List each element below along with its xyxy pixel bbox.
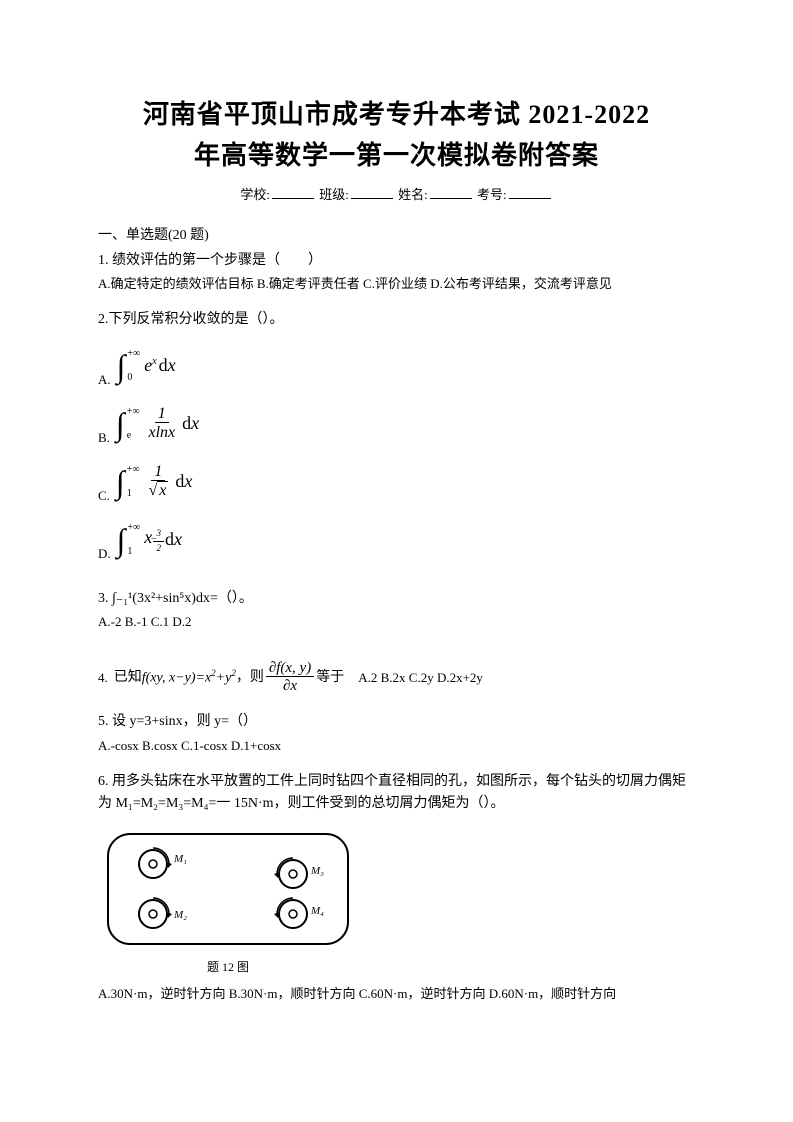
svg-text:M₂: M₂ — [173, 909, 187, 921]
neg-sign: − — [150, 532, 157, 547]
q2-option-c: C. ∫ +∞ 1 1 √x dx — [98, 458, 695, 506]
q2d-integral: ∫ +∞ 1 x 3 2 − dx — [117, 516, 182, 564]
q2b-integrand: 1 xlnx — [145, 405, 178, 443]
examno-label: 考号: — [477, 187, 507, 202]
q4-partial: ∂f(x, y) ∂x — [266, 660, 314, 696]
dx-text: dx — [159, 352, 176, 379]
q3-text: 3. ∫₋₁¹(3x²+sin⁵x)dx=（）。 — [98, 588, 695, 610]
question-3: 3. ∫₋₁¹(3x²+sin⁵x)dx=（）。 A.-2 B.-1 C.1 D… — [98, 588, 695, 632]
examno-blank — [509, 198, 551, 199]
q2-text: 2.下列反常积分收敛的是（）。 — [98, 309, 695, 331]
dx-text: dx — [175, 468, 192, 495]
workpiece-rect — [108, 834, 348, 944]
q2-option-d: D. ∫ +∞ 1 x 3 2 − dx — [98, 516, 695, 564]
q2c-integrand: 1 √x — [145, 463, 171, 501]
q2a-label: A. — [98, 370, 111, 390]
q2-option-a: A. ∫ +∞ 0 ex dx — [98, 342, 695, 390]
q2b-label: B. — [98, 428, 110, 448]
q2b-integral: ∫ +∞ e 1 xlnx dx — [116, 400, 199, 448]
q1-options: A.确定特定的绩效评估目标 B.确定考评责任者 C.评价业绩 D.公布考评结果，… — [98, 274, 695, 294]
q2a-integral: ∫ +∞ 0 ex dx — [117, 342, 176, 390]
question-2: 2.下列反常积分收敛的是（）。 A. ∫ +∞ 0 ex dx B. ∫ +∞ … — [98, 309, 695, 563]
name-blank — [430, 198, 472, 199]
q2b-upper: +∞ — [127, 407, 140, 417]
drill-1: M₁ — [139, 848, 187, 878]
question-1: 1. 绩效评估的第一个步骤是（ ） A.确定特定的绩效评估目标 B.确定考评责任… — [98, 250, 695, 294]
q2c-integral: ∫ +∞ 1 1 √x dx — [116, 458, 192, 506]
integral-sign-icon: ∫ — [117, 516, 126, 564]
q5-text: 5. 设 y=3+sinx，则 y=（） — [98, 711, 695, 733]
q2d-lower: 1 — [127, 547, 132, 557]
integral-sign-icon: ∫ — [116, 458, 125, 506]
integral-sign-icon: ∫ — [116, 400, 125, 448]
dx-text: dx — [182, 410, 199, 437]
svg-text:M₄: M₄ — [310, 905, 324, 917]
drill-3: M₃ — [274, 858, 324, 888]
dx-text: dx — [165, 526, 182, 553]
q3-options: A.-2 B.-1 C.1 D.2 — [98, 612, 695, 632]
q4-suffix: 等于 — [316, 667, 344, 688]
q2a-upper: +∞ — [127, 349, 140, 359]
q4-label: 4. — [98, 668, 108, 688]
q2-option-b: B. ∫ +∞ e 1 xlnx dx — [98, 400, 695, 448]
q4-options: A.2 B.2x C.2y D.2x+2y — [358, 668, 483, 688]
q2a-lower: 0 — [127, 373, 132, 383]
q6-text: 6. 用多头钻床在水平放置的工件上同时钻四个直径相同的孔，如图所示，每个钻头的切… — [98, 771, 695, 816]
class-blank — [351, 198, 393, 199]
title-line-2: 年高等数学一第一次模拟卷附答案 — [98, 136, 695, 175]
svg-text:M₁: M₁ — [173, 853, 187, 865]
q4-mid: ，则 — [236, 667, 264, 688]
q6-options: A.30N·m，逆时针方向 B.30N·m，顺时针方向 C.60N·m，逆时针方… — [98, 984, 695, 1004]
q6-caption: 题 12 图 — [98, 958, 358, 976]
info-line: 学校: 班级: 姓名: 考号: — [98, 185, 695, 205]
q5-options: A.-cosx B.cosx C.1-cosx D.1+cosx — [98, 736, 695, 756]
q4-func: f(xy, x−y)=x2+y2 — [142, 667, 236, 689]
school-label: 学校: — [240, 187, 270, 202]
name-label: 姓名: — [398, 187, 428, 202]
q6-diagram: M₁ M₂ M₃ M₄ — [98, 824, 358, 954]
question-6: 6. 用多头钻床在水平放置的工件上同时钻四个直径相同的孔，如图所示，每个钻头的切… — [98, 771, 695, 1003]
q2b-lower: e — [127, 431, 131, 441]
question-5: 5. 设 y=3+sinx，则 y=（） A.-cosx B.cosx C.1-… — [98, 711, 695, 755]
q2d-upper: +∞ — [127, 523, 140, 533]
q2c-upper: +∞ — [127, 465, 140, 475]
q2c-label: C. — [98, 486, 110, 506]
section-title: 一、单选题(20 题) — [98, 225, 695, 246]
q2c-lower: 1 — [127, 489, 132, 499]
title-line-1: 河南省平顶山市成考专升本考试 2021-2022 — [98, 95, 695, 134]
q4-prefix: 已知 — [114, 667, 142, 688]
class-label: 班级: — [319, 187, 349, 202]
q1-text: 1. 绩效评估的第一个步骤是（ ） — [98, 250, 695, 272]
drill-2: M₂ — [139, 898, 187, 928]
question-4: 4. 已知 f(xy, x−y)=x2+y2 ，则 ∂f(x, y) ∂x 等于… — [98, 660, 695, 696]
drill-4: M₄ — [274, 898, 324, 928]
q2d-label: D. — [98, 544, 111, 564]
svg-text:M₃: M₃ — [310, 865, 324, 877]
school-blank — [272, 198, 314, 199]
q2a-integrand: ex — [144, 352, 156, 379]
integral-sign-icon: ∫ — [117, 342, 126, 390]
